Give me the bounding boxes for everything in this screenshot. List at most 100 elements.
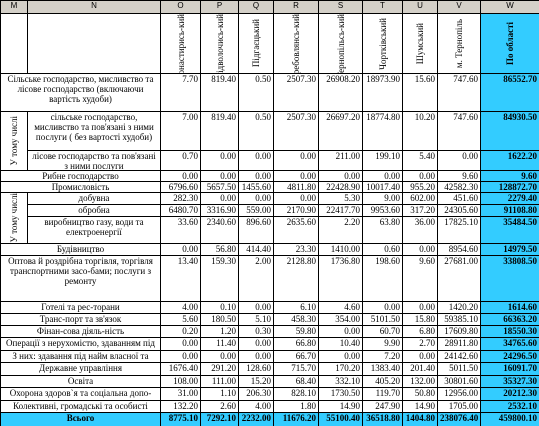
value-cell-text: 8954.60: [448, 244, 478, 255]
value-cell-text: 9953.60: [370, 205, 400, 216]
value-cell-text: 451.60: [453, 193, 478, 204]
value-cell: 0.00: [238, 170, 274, 182]
value-cell-text: 20212.30: [503, 388, 537, 399]
value-cell-text: 198.60: [375, 256, 400, 267]
value-cell-text: 22417.70: [326, 205, 360, 216]
value-cell: 0.10: [200, 301, 239, 314]
header-text: м. Тернопіль: [454, 18, 464, 69]
value-cell-text: 1705.00: [448, 401, 478, 412]
value-cell-text: 170.20: [335, 363, 360, 374]
row-label-text: Оптова й роздрібна торгівля, торгівля тр…: [8, 256, 153, 287]
column-letter: S: [318, 0, 363, 14]
value-cell-text: 0.50: [255, 74, 271, 85]
value-cell-text: 10017.40: [366, 182, 400, 192]
value-cell: 5011.50: [437, 362, 481, 376]
value-cell: 1.10: [200, 387, 239, 401]
column-header: м. Тернопіль: [437, 13, 481, 74]
column-letter-text: P: [216, 1, 223, 11]
value-cell: 16091.70: [480, 362, 539, 376]
value-cell: 1404.80: [402, 412, 438, 426]
value-cell: 7.70: [160, 73, 201, 112]
value-cell: 14.90: [318, 400, 363, 413]
value-cell-text: 2279.40: [507, 193, 537, 204]
row-label: Будівництво: [0, 243, 161, 256]
value-cell: 35327.30: [480, 375, 539, 388]
value-cell-text: 55100.40: [326, 413, 360, 424]
value-cell-text: 199.10: [375, 151, 400, 162]
value-cell-text: 282.30: [173, 193, 198, 204]
value-cell-text: 1455.60: [241, 182, 271, 192]
value-cell: 9.00: [362, 192, 403, 205]
value-cell-text: 238076.40: [440, 413, 479, 424]
value-cell: 5101.50: [362, 313, 403, 326]
value-cell-text: 84930.50: [503, 112, 537, 123]
value-cell-text: 9.60: [462, 171, 478, 181]
value-cell: 14.90: [402, 400, 438, 413]
value-cell-text: 7292.10: [206, 413, 236, 424]
value-cell-text: 247.90: [375, 401, 400, 412]
value-cell: 10.40: [318, 337, 363, 351]
value-cell: 1455.60: [238, 181, 274, 193]
value-cell: 0.20: [160, 325, 201, 338]
value-cell-text: 2.60: [220, 401, 236, 412]
value-cell-text: 0.00: [220, 351, 236, 362]
value-cell: 0.00: [160, 243, 201, 256]
column-header: Підволочись-кий: [200, 13, 239, 74]
column-header: Теребовлянсь-кий: [273, 13, 319, 74]
value-cell-text: 14.90: [414, 401, 435, 412]
value-cell: 12956.00: [437, 387, 481, 401]
value-cell-text: 56.80: [215, 244, 236, 255]
value-cell: 1410.00: [318, 243, 363, 256]
value-cell: 4811.80: [273, 181, 319, 193]
value-cell: 14979.50: [480, 243, 539, 256]
column-letter: N: [27, 0, 161, 14]
value-cell: 0.00: [200, 150, 239, 171]
value-cell-text: 2532.10: [507, 401, 537, 412]
row-label-text: обробна: [78, 205, 110, 216]
value-cell-text: 414.40: [246, 244, 271, 255]
value-cell: 68.40: [273, 375, 319, 388]
value-cell-text: 132.20: [173, 401, 198, 412]
value-cell-text: 0.00: [182, 244, 198, 255]
value-cell-text: 42582.30: [444, 182, 478, 192]
value-cell-text: 0.50: [255, 112, 271, 123]
value-cell: 198.60: [362, 255, 403, 302]
value-cell-text: 896.60: [246, 217, 271, 228]
value-cell: 4.60: [318, 301, 363, 314]
value-cell: 2170.90: [273, 204, 319, 217]
value-cell: 66.80: [273, 337, 319, 351]
value-cell: 354.00: [318, 313, 363, 326]
value-cell: 247.90: [362, 400, 403, 413]
value-cell: 108.00: [160, 375, 201, 388]
value-cell-text: 0.00: [384, 302, 400, 313]
value-cell-text: 36.00: [414, 217, 435, 228]
value-cell-text: 9.90: [384, 338, 400, 349]
value-cell-text: 59.80: [295, 326, 316, 337]
column-letter: W: [480, 0, 539, 14]
value-cell: 86552.70: [480, 73, 539, 112]
value-cell-text: 8775.10: [168, 413, 198, 424]
column-letter: R: [273, 0, 319, 14]
value-cell-text: 36518.80: [366, 413, 400, 424]
value-cell: 0.00: [362, 301, 403, 314]
value-cell-text: 6.10: [300, 302, 316, 313]
value-cell: 0.50: [238, 111, 274, 151]
value-cell: 18550.30: [480, 325, 539, 338]
value-cell: 24305.60: [437, 204, 481, 217]
header-text: Тернопільсь-кий: [335, 14, 346, 73]
value-cell-text: 26908.20: [326, 74, 360, 85]
value-cell-text: 7.20: [384, 351, 400, 362]
row-label: Освіта: [0, 375, 161, 388]
row-label: Промисловість: [0, 181, 161, 193]
row-label: Всього: [0, 412, 161, 426]
value-cell: 5.60: [160, 313, 201, 326]
value-cell-text: 4.00: [255, 401, 271, 412]
column-letter: M: [0, 0, 28, 14]
value-cell: 7292.10: [200, 412, 239, 426]
value-cell: 9.90: [362, 337, 403, 351]
value-cell-text: 602.00: [410, 193, 435, 204]
value-cell-text: 1.80: [300, 401, 316, 412]
value-cell-text: 354.00: [335, 314, 360, 325]
header-text: Підволочись-кий: [214, 14, 225, 73]
value-cell-text: 17825.10: [444, 217, 478, 228]
